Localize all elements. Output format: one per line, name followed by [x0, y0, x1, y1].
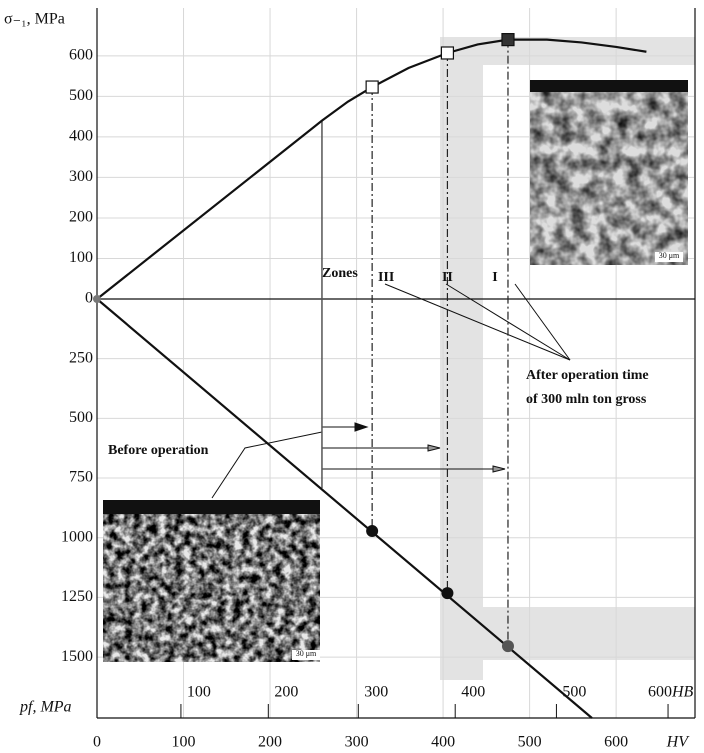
- origin-marker: [93, 295, 101, 303]
- x2-tick-label: 100: [187, 684, 211, 701]
- scale-label: 30 μm: [296, 649, 317, 658]
- x-tick-label: 600: [604, 734, 628, 751]
- sigma-marker: [441, 47, 453, 59]
- y2-tick-label: 500: [69, 409, 93, 426]
- y-tick-label: 600: [69, 46, 93, 63]
- y-tick-label: 400: [69, 128, 93, 145]
- before-label: Before operation: [108, 443, 209, 458]
- x-tick-label: 100: [172, 734, 196, 751]
- x2-tick-label: 300: [364, 684, 388, 701]
- y2-axis-label: pf, MPa: [19, 699, 72, 716]
- y-axis-label: σ₋₁, MPa: [4, 11, 65, 28]
- y2-tick-label: 1500: [61, 648, 93, 665]
- x2-tick-label: 600: [648, 684, 672, 701]
- x2-tick-label: 500: [562, 684, 586, 701]
- y-tick-label: 500: [69, 87, 93, 104]
- y-tick-label: 100: [69, 249, 93, 266]
- zone-label: I: [492, 270, 497, 285]
- micrograph-after: 30 μm: [530, 80, 688, 265]
- pf-marker: [441, 587, 453, 599]
- micrograph-before: 30 μm: [103, 500, 320, 662]
- scale-label: 30 μm: [659, 251, 680, 260]
- x-tick-label: 0: [93, 734, 101, 751]
- zone-label: II: [442, 270, 453, 285]
- y2-tick-label: 750: [69, 469, 93, 486]
- x-tick-label: 400: [431, 734, 455, 751]
- pf-marker: [366, 525, 378, 537]
- zone-label: III: [378, 270, 394, 285]
- pf-marker: [502, 640, 514, 652]
- x-tick-label: 300: [345, 734, 369, 751]
- y2-tick-label: 250: [69, 349, 93, 366]
- x2-axis-label: HB: [671, 684, 694, 701]
- zones-title: Zones: [322, 266, 358, 281]
- x2-tick-label: 400: [461, 684, 485, 701]
- after-label: of 300 mln ton gross: [526, 392, 647, 407]
- x-axis-label: HV: [666, 734, 691, 751]
- x-tick-label: 500: [518, 734, 542, 751]
- leader-lines: [212, 284, 570, 498]
- y2-tick-label: 1000: [61, 528, 93, 545]
- sigma-marker: [366, 81, 378, 93]
- after-label: After operation time: [526, 368, 649, 383]
- y-tick-label: 0: [85, 290, 93, 307]
- x-tick-label: 200: [258, 734, 282, 751]
- y-tick-label: 300: [69, 168, 93, 185]
- chart: 30 μm 30 μm σ₋₁, MPa pf, MPa HV HB Zones…: [0, 0, 704, 753]
- sigma-marker: [502, 34, 514, 46]
- y-tick-label: 200: [69, 209, 93, 226]
- y2-tick-label: 1250: [61, 588, 93, 605]
- x2-tick-label: 200: [274, 684, 298, 701]
